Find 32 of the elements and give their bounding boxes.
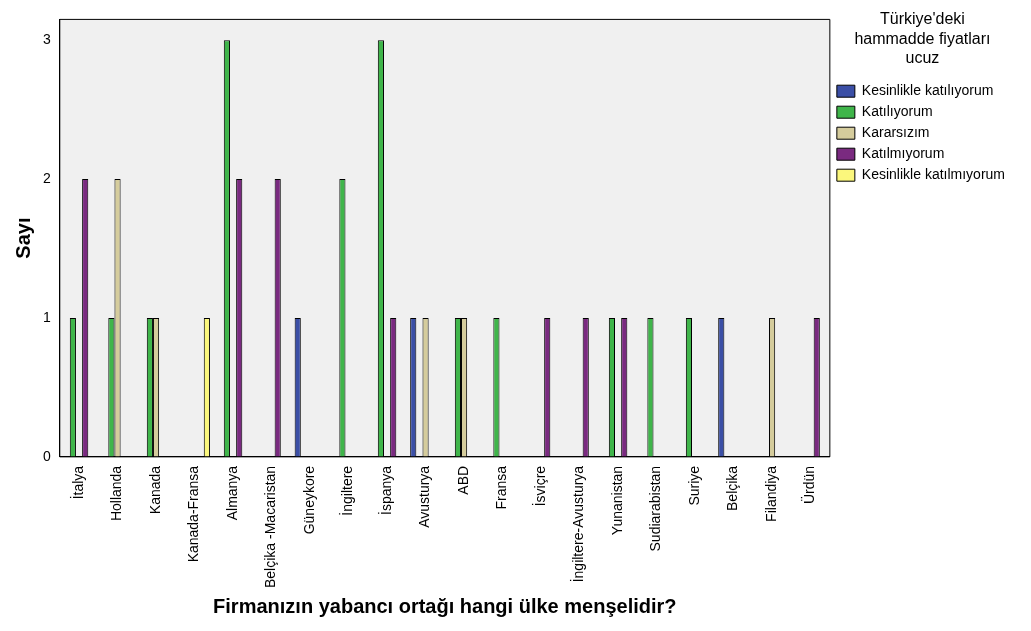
x-tick-label: Belçika: [724, 465, 741, 511]
y-axis-title: Sayı: [11, 217, 34, 259]
x-tick-label: İspanya: [376, 465, 394, 515]
legend-label: Kararsızım: [861, 124, 930, 141]
x-tick-label: Almanya: [223, 465, 240, 521]
legend-title: Türkiye'deki hammadde fiyatları ucuz: [854, 10, 991, 66]
x-tick-label: Kanada-Fransa: [185, 465, 202, 563]
x-tick-label: İngiltere: [338, 465, 356, 516]
x-axis-title: Firmanızın yabancı ortağı hangi ülke menşelidir?: [213, 594, 677, 617]
x-tick-label: Suriye: [685, 465, 702, 506]
legend-label: Kesinlikle katılıyorum: [861, 82, 994, 99]
x-tick-label: Kanada: [146, 465, 163, 515]
y-tick-label: 0: [42, 447, 51, 464]
x-tick-label: Filandiya: [762, 465, 779, 522]
y-tick-label: 2: [42, 169, 51, 186]
x-tick-label: Güneykore: [300, 465, 317, 535]
x-tick-label: İsviçre: [530, 465, 548, 507]
legend-label: Katılmıyorum: [861, 145, 945, 162]
x-tick-label: Hollanda: [108, 465, 125, 522]
legend-label: Katılıyorum: [861, 103, 933, 120]
x-tick-label: Yunanistan: [608, 465, 625, 536]
x-tick-label: Avusturya: [416, 465, 433, 528]
x-tick-label: Ürdün: [800, 465, 818, 504]
x-tick-label: İtalya: [68, 465, 86, 500]
x-tick-label: Belçika -Macaristan: [262, 465, 279, 588]
y-tick-label: 1: [42, 308, 51, 325]
x-tick-label: Fransa: [493, 465, 510, 510]
x-tick-label: İngiltere-Avusturya: [569, 465, 587, 583]
legend-label: Kesinlikle katılmıyorum: [861, 166, 1005, 183]
x-tick-label: Sudiarabistan: [647, 465, 664, 552]
x-tick-label: ABD: [454, 465, 471, 495]
y-tick-label: 3: [42, 31, 51, 48]
